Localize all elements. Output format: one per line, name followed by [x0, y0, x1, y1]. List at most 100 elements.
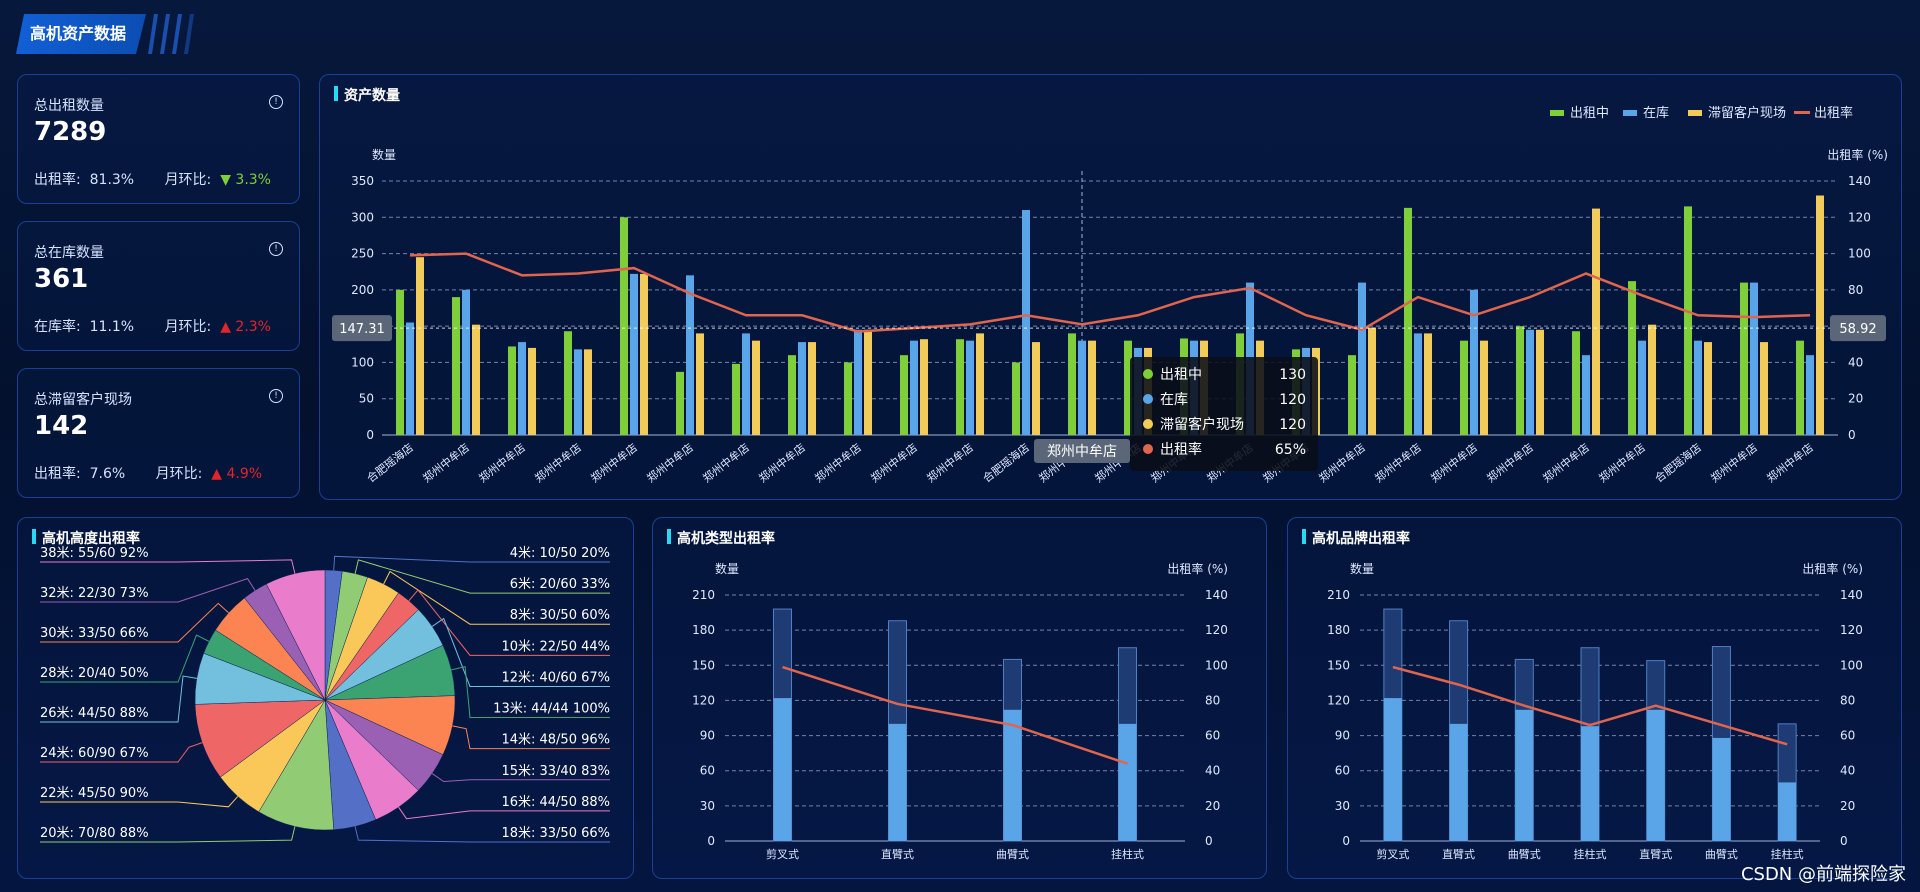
- bar-rented: [1003, 709, 1022, 841]
- bar-出租中: [732, 363, 740, 435]
- x-tick-label: 郑州中牟店: [476, 440, 528, 485]
- mom-value: 2.3%: [235, 319, 271, 335]
- pie-leader-line: [40, 796, 239, 808]
- tooltip-series-name: 出租率: [1160, 441, 1202, 458]
- y-tick-label: 150: [692, 658, 715, 672]
- bar-rented: [1383, 698, 1402, 841]
- x-tick-label: 郑州中牟店: [868, 440, 920, 485]
- pointer-left-box: [332, 315, 392, 342]
- x-tick-label: 郑州中牟店: [1764, 440, 1816, 485]
- x-tick-label: 曲臂式: [996, 848, 1029, 861]
- y-tick-label: 120: [692, 693, 715, 707]
- bar-在库: [462, 289, 470, 435]
- y-tick-label: 250: [351, 247, 374, 261]
- bar-出租中: [452, 297, 460, 435]
- pie-leader-line: [40, 578, 256, 603]
- y2-tick-label: 120: [1205, 623, 1228, 637]
- kpi-value: 7289: [34, 117, 107, 147]
- y2-tick-label: 20: [1848, 392, 1863, 406]
- height-pie-chart[interactable]: 4米: 10/50 20% 6米: 20/60 33% 8米: 30/50 60% 1…: [18, 518, 633, 878]
- pie-label: 26米: 44/50 88%: [40, 706, 149, 721]
- y-tick-label: 210: [692, 588, 715, 602]
- panel-title: 资产数量: [334, 85, 400, 105]
- mom-value: 3.3%: [235, 172, 271, 188]
- y2-tick-label: 100: [1205, 658, 1228, 672]
- bar-在库: [1470, 289, 1478, 435]
- x-tick-label: 郑州中牟店: [1316, 440, 1368, 485]
- bar-在库: [854, 329, 862, 435]
- y2-tick-label: 0: [1848, 428, 1856, 442]
- pointer-right-label: 58.92: [1839, 322, 1876, 337]
- bar-滞留客户现场: [1480, 340, 1488, 435]
- kpi-card-rented: 总出租数量 ! 7289 出租率: 81.3% 月环比: ▼ 3.3%: [17, 74, 300, 204]
- x-tick-label: 郑州中牟店: [1708, 440, 1760, 485]
- rate-value: 11.1%: [89, 319, 135, 335]
- y-tick-label: 90: [700, 729, 715, 743]
- tooltip-marker: [1143, 419, 1153, 429]
- type-chart-panel: 高机类型出租率 0 30 60 90 120 150 180 210 0 20 40 60 80 100 1…: [652, 517, 1267, 879]
- pointer-left-label: 147.31: [339, 322, 385, 337]
- bar-在库: [406, 322, 414, 435]
- x-tick-label: 郑州中牟店: [1372, 440, 1424, 485]
- rate-value: 81.3%: [89, 172, 135, 188]
- pie-leader-line: [408, 589, 610, 656]
- bar-滞留客户现场: [1536, 329, 1544, 435]
- bar-出租中: [1124, 340, 1132, 435]
- x-tick-label: 郑州中牟店: [1596, 440, 1648, 485]
- bar-出租中: [676, 371, 684, 435]
- bar-出租中: [1068, 333, 1076, 435]
- rate-label: 出租率:: [34, 172, 81, 188]
- x-tick-label: 郑州中牟店: [1428, 440, 1480, 485]
- brand-chart[interactable]: 0 30 60 90 120 150 180 210 0 20 40 60 80 100 120 140 数量 出…: [1288, 518, 1901, 878]
- bar-滞留客户现场: [1648, 324, 1656, 435]
- type-chart[interactable]: 0 30 60 90 120 150 180 210 0 20 40 60 80 100 120 140 数量 出…: [653, 518, 1266, 878]
- bar-出租中: [620, 217, 628, 435]
- pie-label: 24米: 60/90 67%: [40, 746, 149, 761]
- pie-label: 16米: 44/50 88%: [501, 795, 610, 810]
- y2-tick-label: 60: [1205, 729, 1220, 743]
- x-tick-label: 剪叉式: [766, 847, 799, 861]
- bar-在库: [574, 349, 582, 435]
- info-icon[interactable]: !: [269, 95, 283, 109]
- y2-tick-label: 120: [1848, 210, 1871, 224]
- kpi-footer: 在库率: 11.1% 月环比: ▲ 2.3%: [34, 316, 271, 336]
- bar-出租中: [1516, 326, 1524, 435]
- y-tick-label: 300: [351, 210, 374, 224]
- height-chart-panel: 高机高度出租率 4米: 10/50 20% 6米: 20/60 33% 8米: 30…: [17, 517, 634, 879]
- bar-在库: [1414, 333, 1422, 435]
- bar-出租中: [1404, 207, 1412, 435]
- kpi-card-stock: 总在库数量 ! 361 在库率: 11.1% 月环比: ▲ 2.3%: [17, 221, 300, 351]
- pie-leader-line: [431, 773, 610, 783]
- info-icon[interactable]: !: [269, 242, 283, 256]
- bar-在库: [1806, 355, 1814, 435]
- bar-滞留客户现场: [1760, 342, 1768, 435]
- bar-出租中: [788, 355, 796, 435]
- bar-滞留客户现场: [1088, 340, 1096, 435]
- x-tick-label: 挂柱式: [1771, 847, 1804, 861]
- y-tick-label: 30: [1335, 799, 1350, 813]
- brand-chart-panel: 高机品牌出租率 0 30 60 90 120 150 180 210 0 20 40 60 80 100 1…: [1287, 517, 1902, 879]
- pie-leader-line: [40, 602, 229, 643]
- pie-slice: [258, 699, 334, 831]
- pie-label: 8米: 30/50 60%: [510, 608, 610, 623]
- x-tick-label: 郑州中牟店: [420, 440, 472, 485]
- x-tick-label: 合肥瑶海店: [980, 440, 1032, 485]
- pie-label: 10米: 22/50 44%: [501, 639, 610, 654]
- pie-label: 18米: 33/50 66%: [501, 826, 610, 841]
- pie-leader-line: [40, 675, 197, 723]
- asset-chart[interactable]: 050100150200250300350020406080100120140数…: [320, 75, 1901, 499]
- y2-tick-label: 80: [1848, 283, 1863, 297]
- bar-rented: [888, 723, 907, 841]
- info-icon[interactable]: !: [269, 389, 283, 403]
- legend-label: 在库: [1643, 105, 1669, 121]
- bar-rented: [1778, 782, 1797, 841]
- bar-滞留客户现场: [920, 339, 928, 435]
- title-stripe-4: [184, 14, 194, 54]
- bar-出租中: [844, 362, 852, 435]
- pie-label: 32米: 22/30 73%: [40, 586, 149, 601]
- y-tick-label: 0: [1342, 834, 1350, 848]
- bar-滞留客户现场: [472, 324, 480, 435]
- x-tick-label: 直臂式: [1639, 847, 1672, 861]
- y-axis-title: 数量: [1350, 561, 1374, 576]
- kpi-title: 总在库数量: [34, 245, 104, 261]
